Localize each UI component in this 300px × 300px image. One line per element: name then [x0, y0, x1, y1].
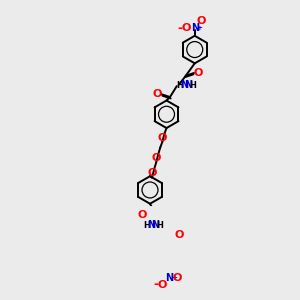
Text: +: + [196, 25, 202, 31]
Text: +: + [171, 275, 177, 281]
Text: O: O [182, 22, 191, 32]
Text: N: N [180, 80, 188, 90]
Text: H: H [189, 81, 196, 90]
Text: O: O [152, 153, 161, 163]
Text: N: N [191, 22, 199, 32]
Text: -: - [153, 278, 158, 291]
Text: O: O [138, 210, 147, 220]
Text: H: H [176, 81, 183, 90]
Text: H: H [156, 220, 163, 230]
Text: -: - [177, 22, 182, 35]
Text: O: O [147, 169, 157, 178]
Text: N: N [147, 220, 155, 230]
Text: N: N [152, 220, 160, 230]
Text: O: O [194, 68, 203, 78]
Text: O: O [158, 133, 167, 143]
Text: H: H [143, 220, 150, 230]
Text: N: N [165, 273, 173, 283]
Text: O: O [175, 230, 184, 240]
Text: O: O [153, 89, 162, 99]
Text: O: O [158, 280, 167, 290]
Text: N: N [184, 80, 192, 90]
Text: O: O [173, 273, 182, 283]
Text: O: O [197, 16, 206, 26]
